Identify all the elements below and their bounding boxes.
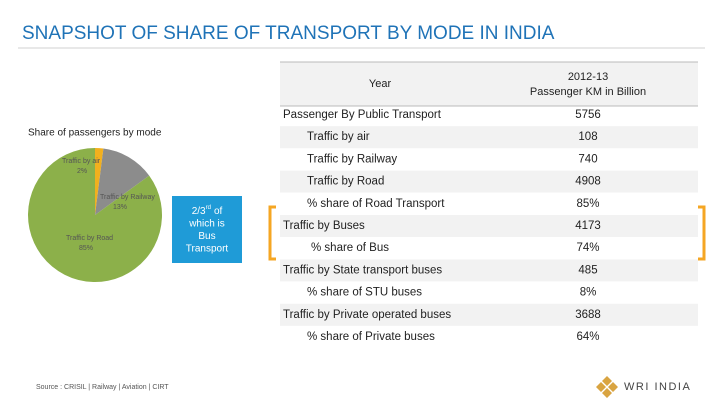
table-row-bg [280,170,698,193]
slide-title: SNAPSHOT OF SHARE OF TRANSPORT BY MODE I… [22,23,555,44]
slice-value-label: 2% [77,168,87,175]
table-cell-label: Traffic by Buses [283,220,365,232]
table-row-bg [280,126,698,149]
logo-mark [596,376,618,398]
table-cell-value: 74% [576,242,599,254]
pie-slice [27,148,163,282]
table-cell-label: Traffic by Road [307,176,384,188]
table-header-bg [280,62,698,106]
table-cell-value: 3688 [575,309,601,321]
table-cell-value: 5756 [575,109,601,121]
table-header: Year [369,78,392,90]
slice-label: Traffic by air [62,158,101,165]
pie-title: Share of passengers by mode [28,128,162,139]
logo-text: WRI INDIA [624,381,691,393]
callout-box [172,196,242,263]
table-cell-value: 64% [576,331,599,343]
callout-line: of [214,206,223,217]
callout-sup: rd [206,205,211,211]
slice-value-label: 13% [113,204,127,211]
table-header: 2012-13 [568,71,608,83]
bracket-left [268,205,276,261]
source-note: Source : CRISIL | Railway | Aviation | C… [36,384,169,391]
slice-value-label: 85% [79,245,93,252]
logo-icon [596,376,618,398]
callout-line: Transport [186,244,229,255]
callout-lead: 2/3 [192,206,206,217]
table-cell-label: Traffic by Private operated buses [283,309,451,321]
table-row-bg [280,303,698,326]
table-cell-value: 108 [578,131,597,143]
table-cell-label: % share of STU buses [307,287,422,299]
table-cell-value: 8% [580,287,597,299]
table-header: Passenger KM in Billion [530,86,646,98]
table-cell-value: 4908 [575,176,601,188]
table-row-bg [280,259,698,282]
table-cell-value: 485 [578,264,597,276]
table-cell-label: % share of Private buses [307,331,435,343]
table-cell-label: % share of Bus [311,242,389,254]
slice-label: Traffic by Road [66,235,113,242]
callout-line: Bus [198,231,215,242]
callout-line: which is [188,219,225,230]
table-cell-value: 740 [578,153,597,165]
table-cell-label: Traffic by State transport buses [283,264,442,276]
bracket-right [698,205,706,261]
table-cell-value: 85% [576,198,599,210]
pie-slice [95,148,150,215]
slice-label: Traffic by Railway [100,194,155,201]
table-cell-label: Traffic by air [307,131,370,143]
pie-slice [95,148,104,215]
table-cell-value: 4173 [575,220,601,232]
table-row-bg [280,215,698,237]
callout-text: 2/3rd of [192,205,223,217]
table-cell-label: % share of Road Transport [307,198,445,210]
table-cell-label: Traffic by Railway [307,153,397,165]
table-cell-label: Passenger By Public Transport [283,109,442,121]
